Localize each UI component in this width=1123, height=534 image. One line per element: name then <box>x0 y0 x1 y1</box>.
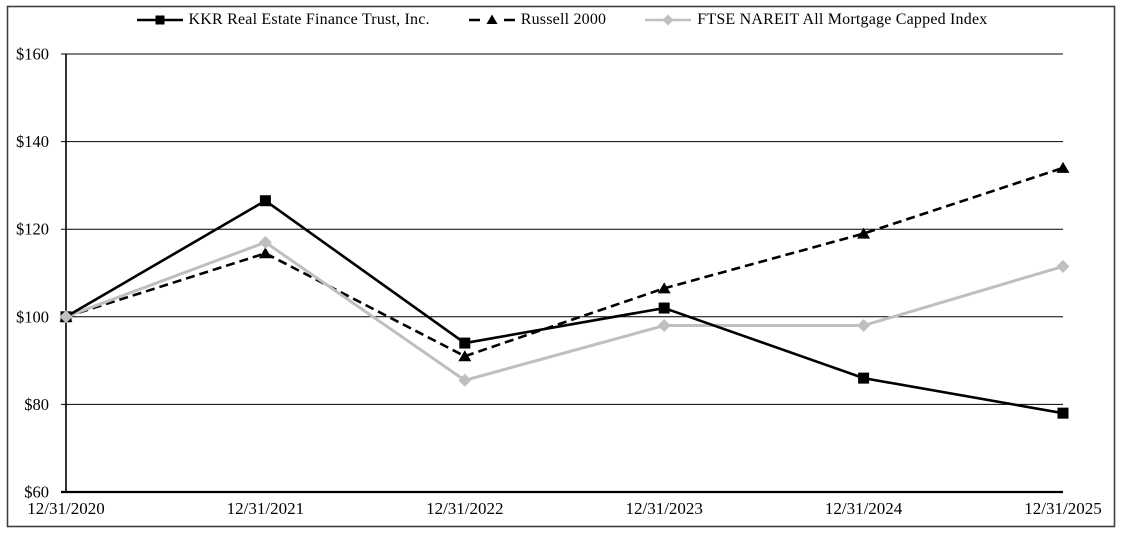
data-point-diamond <box>258 235 272 249</box>
x-axis-tick-label: 12/31/2024 <box>825 499 903 518</box>
data-point-diamond <box>857 319 871 333</box>
data-point-diamond <box>657 319 671 333</box>
y-axis-tick-label: $160 <box>16 45 49 64</box>
y-axis-tick-label: $140 <box>16 132 49 151</box>
series-line-square <box>65 199 1064 415</box>
data-point-square <box>1057 407 1069 419</box>
data-point-triangle <box>1056 161 1070 173</box>
triangle-marker-swatch-icon <box>468 14 515 24</box>
data-point-diamond <box>59 310 73 324</box>
chart-frame-border <box>6 5 1116 528</box>
y-axis-tick-label: $60 <box>24 483 49 502</box>
data-point-triangle <box>657 282 671 294</box>
data-point-square <box>658 302 670 314</box>
data-point-triangle <box>258 247 272 259</box>
legend-triangle-marker <box>486 14 498 24</box>
data-point-diamond <box>458 373 472 387</box>
chart-legend: KKR Real Estate Finance Trust, Inc. Russ… <box>0 11 1123 29</box>
legend-label-ftse-nareit: FTSE NAREIT All Mortgage Capped Index <box>697 11 988 28</box>
y-axis-tick-label: $80 <box>24 395 49 414</box>
x-axis-tick-label: 12/31/2020 <box>27 499 104 518</box>
legend-diamond-marker <box>662 14 674 26</box>
legend-label-russell-2000: Russell 2000 <box>520 11 607 28</box>
data-point-square <box>459 337 471 349</box>
data-point-square <box>858 372 870 384</box>
legend-square-marker <box>155 15 165 25</box>
series-line-diamond <box>65 240 1064 382</box>
y-axis-tick-label: $100 <box>16 307 49 326</box>
x-axis-tick-label: 12/31/2021 <box>227 499 304 518</box>
x-axis-tick-label: 12/31/2023 <box>625 499 702 518</box>
data-point-triangle <box>458 350 472 362</box>
data-point-triangle <box>857 227 871 239</box>
x-axis-tick-label: 12/31/2025 <box>1024 499 1101 518</box>
data-point-square <box>259 195 271 207</box>
data-point-diamond <box>1056 259 1070 273</box>
y-axis-tick-label: $120 <box>16 220 49 239</box>
legend-item-russell-2000: Russell 2000 <box>468 11 607 29</box>
series-line-triangle <box>65 166 1064 358</box>
square-marker-swatch-icon <box>136 15 183 25</box>
diamond-marker-swatch-icon <box>645 14 692 26</box>
legend-item-kkr: KKR Real Estate Finance Trust, Inc. <box>136 11 430 29</box>
x-axis-tick-label: 12/31/2022 <box>426 499 503 518</box>
legend-item-ftse-nareit: FTSE NAREIT All Mortgage Capped Index <box>644 11 987 29</box>
legend-label-kkr: KKR Real Estate Finance Trust, Inc. <box>188 11 430 28</box>
